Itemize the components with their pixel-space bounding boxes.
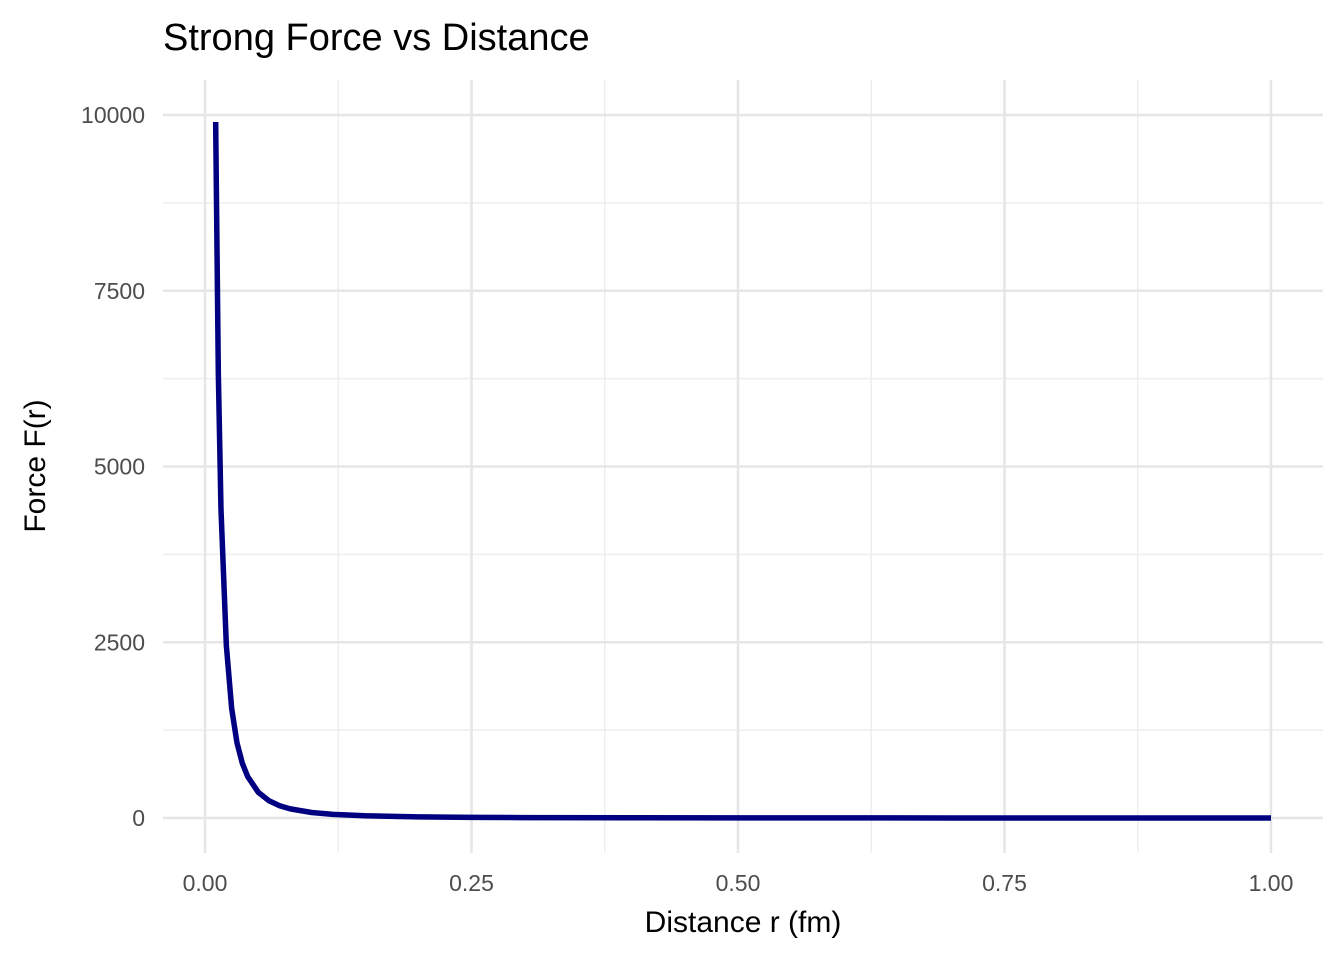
x-tick-label: 0.00 — [183, 870, 228, 896]
plot-grid — [163, 80, 1323, 853]
x-axis-ticks: 0.00 0.25 0.50 0.75 1.00 — [183, 870, 1294, 896]
y-tick-label: 5000 — [94, 454, 145, 480]
y-tick-label: 7500 — [94, 278, 145, 304]
force-curve-line — [212, 122, 1272, 821]
x-tick-label: 0.75 — [982, 870, 1027, 896]
y-axis-ticks: 0 2500 5000 7500 10000 — [81, 102, 145, 831]
x-axis-title: Distance r (fm) — [645, 906, 842, 939]
y-tick-label: 0 — [132, 805, 145, 831]
y-tick-label: 2500 — [94, 629, 145, 655]
y-tick-label: 10000 — [81, 102, 145, 128]
chart-title: Strong Force vs Distance — [163, 17, 590, 59]
x-tick-label: 0.25 — [449, 870, 494, 896]
plot-series — [212, 122, 1272, 821]
x-tick-label: 1.00 — [1249, 870, 1294, 896]
x-tick-label: 0.50 — [716, 870, 761, 896]
y-axis-title: Force F(r) — [19, 399, 52, 532]
